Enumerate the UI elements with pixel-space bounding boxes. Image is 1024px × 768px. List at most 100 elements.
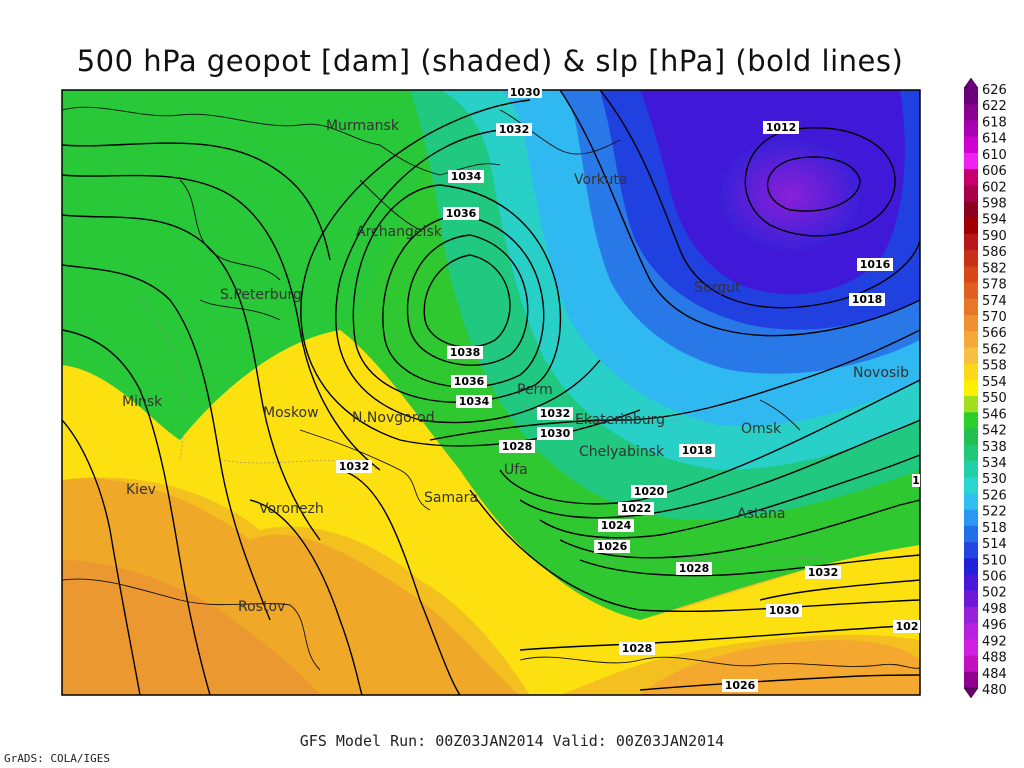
colorbar-tick-label: 622 [982,99,1007,114]
colorbar-swatch [964,185,978,203]
isobar-label: 1028 [499,440,535,453]
colorbar-tick-label: 606 [982,164,1007,179]
colorbar-tick-label: 538 [982,440,1007,455]
colorbar-tick-label: 518 [982,521,1007,536]
colorbar-tick-label: 590 [982,229,1007,244]
grads-credit: GrADS: COLA/IGES [4,752,110,765]
colorbar-tick-label: 626 [982,83,1007,98]
colorbar-tick-label: 582 [982,261,1007,276]
coastlines [62,106,920,671]
svg-text:1034: 1034 [451,170,482,183]
isobar-label: 1032 [496,123,532,136]
city-label: Surgut [694,280,741,296]
colorbar-swatch [964,217,978,235]
isobar-label: 1020 [631,485,667,498]
city-label: Ekaterinburg [575,412,665,428]
isobar-label: 1028 [619,642,655,655]
colorbar-tick-label: 542 [982,424,1007,439]
city-label: Samara [424,490,478,506]
isobar-label: 1026 [722,679,758,692]
colorbar-swatch [964,136,978,154]
city-label: Chelyabinsk [579,444,665,460]
colorbar-swatch [964,493,978,511]
colorbar: 6266226186146106066025985945905865825785… [963,77,1007,699]
colorbar-tick-label: 546 [982,407,1007,422]
svg-text:1022: 1022 [621,502,652,515]
isobar-label: 1032 [805,566,841,579]
city-label: Novosib [853,365,909,381]
city-label: Omsk [741,421,782,437]
colorbar-swatch [964,169,978,186]
colorbar-tick-label: 502 [982,586,1007,601]
colorbar-tick-label: 598 [982,197,1007,212]
city-label: Murmansk [326,118,400,134]
colorbar-tick-label: 498 [982,602,1007,617]
city-label: Kiev [126,482,156,498]
city-label: Ufa [504,462,528,478]
svg-text:1020: 1020 [634,485,665,498]
colorbar-tick-label: 492 [982,634,1007,649]
colorbar-tick-label: 522 [982,505,1007,520]
colorbar-swatch [964,412,978,430]
svg-text:1: 1 [912,474,920,487]
colorbar-tick-label: 566 [982,326,1007,341]
svg-text:1016: 1016 [860,258,891,271]
svg-text:1018: 1018 [682,444,713,457]
isobar-label: 1016 [857,258,893,271]
colorbar-swatch [964,104,978,121]
colorbar-swatch [964,396,978,413]
colorbar-swatch [964,282,978,300]
svg-text:1038: 1038 [450,346,481,359]
svg-text:1032: 1032 [540,407,571,420]
isobar-label: 1038 [447,346,483,359]
colorbar-tick-label: 488 [982,651,1007,666]
isobar-label: 1022 [618,502,654,515]
colorbar-swatch [964,542,978,559]
colorbar-tick-label: 510 [982,553,1007,568]
isobar-label: 1030 [537,427,573,440]
colorbar-tick-label: 526 [982,488,1007,503]
isobar-label: 1018 [679,444,715,457]
city-label: Perm [517,382,553,398]
city-label: Moskow [263,405,319,421]
colorbar-swatch [964,590,978,608]
colorbar-tick-label: 570 [982,310,1007,325]
colorbar-swatch [964,477,978,494]
colorbar-swatch [964,655,978,673]
isobar-label: 1030 [766,604,802,617]
svg-text:1034: 1034 [459,395,490,408]
colorbar-tick-label: 514 [982,537,1007,552]
city-label: N.Novgorod [352,410,435,426]
isobar-label: 1024 [598,519,634,532]
colorbar-tick-label: 594 [982,213,1007,228]
svg-text:1036: 1036 [446,207,477,220]
svg-text:1028: 1028 [622,642,653,655]
colorbar-swatch [964,428,978,446]
colorbar-tick-label: 602 [982,180,1007,195]
isobar-label: 1034 [448,170,484,183]
svg-text:1032: 1032 [339,460,370,473]
colorbar-tick-label: 496 [982,618,1007,633]
colorbar-tick-label: 586 [982,245,1007,260]
city-label: Minsk [122,394,163,410]
colorbar-tick-label: 578 [982,278,1007,293]
colorbar-swatch [964,315,978,332]
colorbar-swatch [964,201,978,219]
city-labels: Murmansk Vorkuta Archangelsk S.Peterburg… [122,118,909,615]
colorbar-swatch [964,460,978,478]
colorbar-swatch [964,120,978,138]
city-label: Astana [737,506,785,522]
colorbar-swatch [964,250,978,267]
isobar-label: 1 [912,474,920,487]
isobar-labels: 1030 1032 1034 1036 1038 1036 1034 1032 … [336,86,920,692]
colorbar-swatch [964,233,978,251]
svg-text:1030: 1030 [510,86,541,99]
colorbar-swatch [964,379,978,397]
shaded-geopotential-field [62,90,920,695]
colorbar-tick-label: 534 [982,456,1007,471]
isobar-label: 1034 [456,395,492,408]
colorbar-swatch [964,623,978,640]
colorbar-swatch [964,639,978,657]
colorbar-swatch [964,574,978,592]
